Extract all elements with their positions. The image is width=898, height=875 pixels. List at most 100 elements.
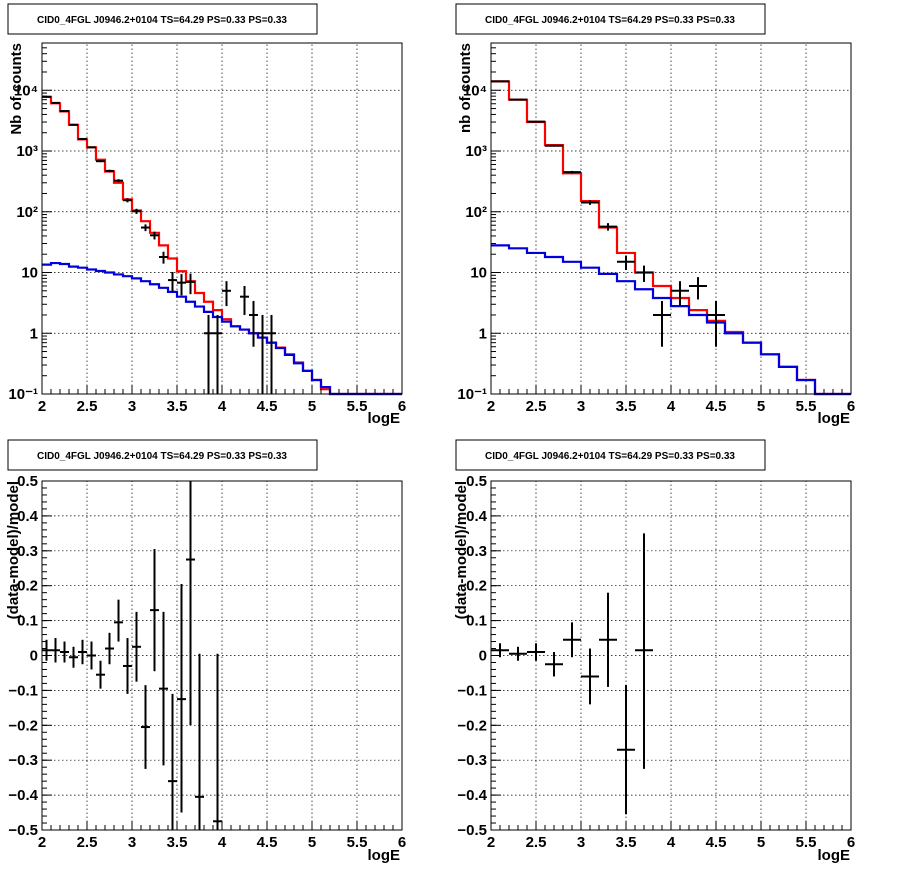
x-tick-label: 5 [757, 834, 765, 851]
title-box [7, 439, 318, 471]
x-tick-label: 4.5 [257, 834, 278, 851]
x-tick-label: 3 [577, 398, 585, 415]
residual-point [42, 639, 51, 661]
y-tick-label: 1 [30, 325, 38, 342]
y-tick-label: −0.4 [457, 787, 487, 804]
series-group [42, 95, 402, 396]
x-axis-title: logE [818, 847, 851, 864]
panel-title: CID0_4FGL J0946.2+0104 TS=64.29 PS=0.33 … [37, 15, 287, 26]
axis-ticks: 2 2.5 3 3.5 4 4.5 5 5.5 6 −0.5 −0.4 −0.3 −0.2 −0.1 0 0.… [8, 473, 406, 851]
y-tick-label: 0.1 [17, 613, 38, 630]
series-group [491, 533, 653, 815]
panel-residuals-right: CID0_4FGL J0946.2+0104 TS=64.29 PS=0.33 … [453, 439, 855, 864]
x-tick-label: 2 [487, 398, 495, 415]
x-tick-label: 2.5 [526, 834, 547, 851]
data-point [150, 231, 159, 240]
x-tick-label: 6 [398, 398, 406, 415]
residual-point [51, 638, 60, 663]
y-tick-label: −0.1 [8, 682, 38, 699]
data-point [60, 110, 69, 113]
data-point [249, 300, 258, 347]
y-axis-title: nb of counts [457, 43, 474, 133]
x-tick-label: 2.5 [77, 834, 98, 851]
background-model-step-line [42, 261, 402, 396]
x-tick-label: 3.5 [616, 398, 637, 415]
grid [42, 481, 402, 830]
y-tick-label: 0 [30, 648, 38, 665]
data-point [204, 314, 213, 394]
x-tick-label: 2.5 [526, 398, 547, 415]
x-tick-label: 3 [128, 398, 136, 415]
data-point [707, 300, 725, 347]
x-tick-label: 4.5 [257, 398, 278, 415]
x-tick-label: 4 [667, 834, 676, 851]
data-point [545, 144, 563, 147]
x-tick-label: 4 [667, 398, 676, 415]
data-point [617, 255, 635, 270]
y-tick-label: 0.2 [17, 578, 38, 595]
x-tick-label: 6 [847, 834, 855, 851]
panel-title: CID0_4FGL J0946.2+0104 TS=64.29 PS=0.33 … [37, 451, 287, 462]
residual-point [563, 622, 581, 658]
residual-point [195, 653, 204, 830]
x-tick-label: 2 [487, 834, 495, 851]
y-tick-label: 10 [21, 265, 38, 282]
x-tick-label: 3.5 [616, 834, 637, 851]
x-tick-label: 5.5 [796, 834, 817, 851]
x-tick-label: 5 [308, 398, 316, 415]
plot-frame [490, 480, 852, 831]
y-axis-title: (data-model)/model [453, 481, 470, 619]
x-axis-title: logE [818, 410, 851, 427]
y-tick-label: 10 [470, 265, 487, 282]
data-point [141, 224, 150, 232]
residual-point [527, 643, 545, 661]
data-point [581, 200, 599, 205]
x-tick-label: 5 [757, 398, 765, 415]
residual-point [581, 648, 599, 705]
residual-point [213, 653, 222, 830]
residual-point [509, 646, 527, 661]
plot-frame [490, 42, 852, 395]
y-tick-label: −0.5 [8, 822, 38, 839]
y-tick-label: −0.1 [457, 682, 487, 699]
y-tick-label: 0.3 [17, 543, 38, 560]
x-tick-label: 5 [308, 834, 316, 851]
x-axis-title: logE [368, 410, 401, 427]
residual-point [491, 643, 509, 658]
residual-point [617, 685, 635, 815]
data-point [527, 120, 545, 123]
series-group [42, 481, 222, 830]
data-point [87, 146, 96, 149]
data-point [168, 271, 177, 292]
grid [491, 43, 851, 394]
residual-point [132, 611, 141, 682]
data-point [78, 137, 87, 140]
residual-point [545, 652, 563, 677]
y-tick-label: −0.3 [457, 752, 487, 769]
plot-frame [41, 42, 403, 395]
data-point [563, 170, 581, 174]
y-tick-label: 0.4 [466, 508, 488, 525]
title-box [455, 3, 766, 35]
residual-point [69, 646, 78, 668]
residual-point [150, 549, 159, 672]
y-tick-label: 10⁻¹ [8, 386, 38, 403]
series-group [491, 80, 851, 396]
residual-point [168, 693, 177, 830]
x-tick-label: 4 [218, 834, 227, 851]
x-tick-label: 3 [577, 834, 585, 851]
y-tick-label: −0.2 [457, 717, 487, 734]
x-tick-label: 2 [38, 834, 46, 851]
x-tick-label: 3.5 [167, 398, 188, 415]
data-point [51, 101, 60, 104]
y-tick-label: 0.3 [466, 543, 487, 560]
data-point [123, 198, 132, 203]
x-tick-label: 3.5 [167, 834, 188, 851]
x-tick-label: 4 [218, 398, 227, 415]
data-point [267, 314, 276, 394]
y-tick-label: 10³ [16, 143, 38, 160]
data-point [114, 179, 123, 183]
data-point [69, 123, 78, 126]
y-tick-label: 0.2 [466, 578, 487, 595]
x-tick-label: 4.5 [706, 398, 727, 415]
